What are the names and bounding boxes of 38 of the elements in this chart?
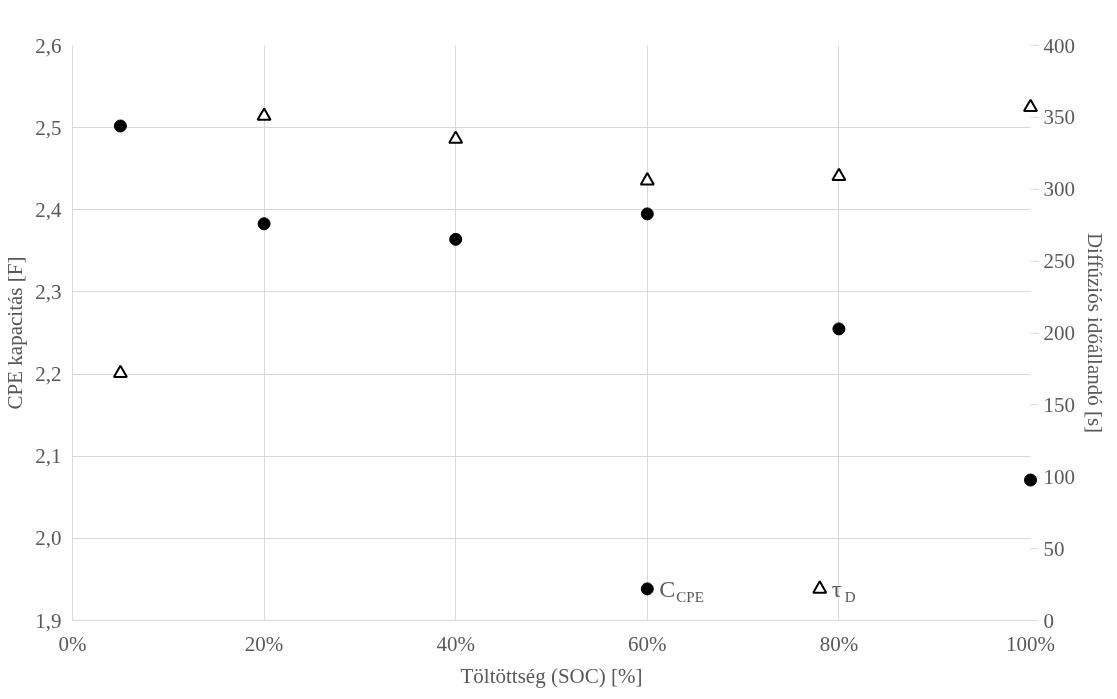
point bbox=[257, 217, 271, 231]
y2-tick-label: 100 bbox=[1043, 464, 1075, 489]
y2-tick-label: 350 bbox=[1043, 105, 1075, 130]
y-tick-label: 2,3 bbox=[35, 279, 62, 304]
point bbox=[1023, 98, 1038, 113]
y2-axis-title: Diffúziós időállandó [s] bbox=[1083, 232, 1107, 434]
y2-tick-label: 200 bbox=[1043, 321, 1075, 345]
y2-tick-label: 250 bbox=[1043, 249, 1075, 274]
y-tick-label: 2,5 bbox=[35, 115, 62, 140]
point bbox=[639, 172, 655, 186]
point bbox=[1024, 473, 1037, 487]
x-tick-label: 100% bbox=[1006, 631, 1055, 656]
y2-tick-label: 50 bbox=[1043, 536, 1065, 561]
y2-tick-label: 150 bbox=[1043, 392, 1075, 417]
x-tick-label: 80% bbox=[819, 631, 859, 656]
y-tick-label: 2,4 bbox=[35, 197, 62, 222]
y-tick-label: 1,9 bbox=[35, 608, 62, 633]
y-tick-label: 2,2 bbox=[35, 362, 62, 387]
y-tick-label: 2,6 bbox=[35, 33, 62, 58]
point bbox=[640, 207, 654, 221]
y2-tick-label: 300 bbox=[1043, 177, 1075, 202]
y2-tick-label: 0 bbox=[1043, 608, 1054, 633]
y-axis-title: CPE kapacitás [F] bbox=[3, 256, 28, 410]
x-tick-label: 0% bbox=[58, 631, 87, 656]
point bbox=[113, 119, 127, 133]
y-tick-label: 2,0 bbox=[35, 526, 62, 551]
x-tick-label: 20% bbox=[244, 631, 284, 656]
y-tick-label: 2,1 bbox=[35, 444, 62, 469]
point bbox=[832, 322, 846, 336]
point bbox=[256, 107, 272, 121]
point bbox=[449, 232, 463, 246]
y2-tick-label: 400 bbox=[1043, 33, 1075, 58]
x-tick-label: 40% bbox=[436, 631, 475, 656]
point bbox=[831, 167, 847, 182]
x-axis-title: Töltöttség (SOC) [%] bbox=[460, 663, 643, 688]
point bbox=[448, 130, 464, 144]
point bbox=[112, 364, 128, 378]
x-tick-label: 60% bbox=[628, 631, 667, 656]
